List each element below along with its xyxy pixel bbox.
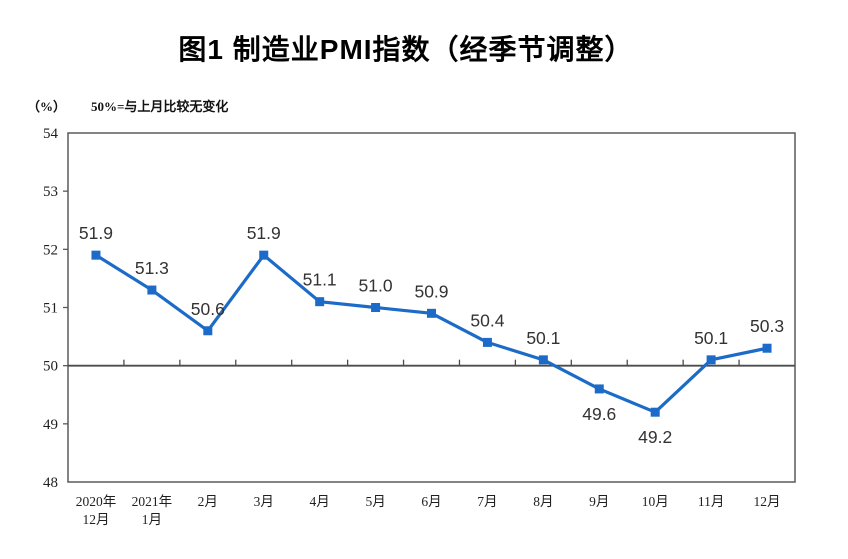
data-point-label: 51.9 bbox=[79, 223, 113, 243]
x-axis-label: 8月 bbox=[533, 494, 553, 509]
x-axis-label: 2021年 1月 bbox=[132, 494, 173, 527]
data-point-label: 51.1 bbox=[303, 270, 337, 290]
x-axis-label: 5月 bbox=[365, 494, 385, 509]
x-axis-label: 3月 bbox=[254, 494, 274, 509]
data-point-label: 49.2 bbox=[638, 427, 672, 447]
data-point-marker bbox=[650, 407, 660, 417]
data-point-label: 51.9 bbox=[247, 223, 281, 243]
data-point-label: 50.6 bbox=[191, 299, 225, 319]
y-axis-tick-label: 53 bbox=[43, 184, 58, 200]
data-point-marker bbox=[91, 250, 101, 260]
data-point-label: 51.3 bbox=[135, 258, 169, 278]
x-axis-label: 12月 bbox=[754, 494, 781, 509]
data-point-marker bbox=[203, 326, 213, 336]
pmi-series-line bbox=[94, 253, 769, 414]
y-axis-tick-label: 51 bbox=[43, 301, 58, 317]
baseline-note: 50%=与上月比较无变化 bbox=[91, 99, 229, 114]
data-point-marker bbox=[147, 285, 157, 295]
x-axis-label: 4月 bbox=[310, 494, 330, 509]
data-point-label: 50.9 bbox=[414, 281, 448, 301]
x-axis-label: 9月 bbox=[589, 494, 609, 509]
y-axis-unit-label: （%） bbox=[27, 99, 67, 114]
data-point-marker bbox=[762, 343, 772, 353]
data-point-marker bbox=[594, 384, 604, 394]
data-point-label: 50.1 bbox=[694, 328, 728, 348]
data-point-marker bbox=[427, 308, 436, 318]
data-point-marker bbox=[315, 297, 325, 307]
x-axis-label: 7月 bbox=[477, 494, 497, 509]
x-axis-label: 2020年 12月 bbox=[76, 494, 117, 527]
data-point-label: 50.1 bbox=[526, 328, 560, 348]
x-axis-label: 2月 bbox=[198, 494, 218, 509]
data-point-label: 50.4 bbox=[470, 310, 504, 330]
data-point-marker bbox=[482, 337, 492, 347]
x-axis-label: 11月 bbox=[698, 494, 725, 509]
data-point-marker bbox=[371, 303, 381, 312]
data-point-marker bbox=[538, 355, 548, 365]
chart-title: 图1 制造业PMI指数（经季节调整） bbox=[178, 34, 634, 65]
y-axis-tick-label: 50 bbox=[43, 359, 58, 375]
y-axis-tick-label: 48 bbox=[43, 475, 58, 491]
y-axis-tick-label: 54 bbox=[43, 126, 59, 142]
y-axis-tick-label: 49 bbox=[43, 417, 58, 433]
data-point-label: 50.3 bbox=[750, 316, 784, 336]
data-point-label: 51.0 bbox=[359, 276, 393, 296]
data-point-marker bbox=[706, 355, 716, 365]
data-point-label: 49.6 bbox=[582, 404, 616, 424]
x-axis-label: 6月 bbox=[421, 494, 441, 509]
y-axis-tick-label: 52 bbox=[43, 242, 58, 258]
x-axis-label: 10月 bbox=[642, 494, 669, 509]
data-point-marker bbox=[259, 250, 269, 260]
